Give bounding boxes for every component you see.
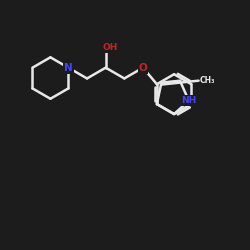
- Text: CH₃: CH₃: [200, 76, 216, 85]
- Text: NH: NH: [181, 96, 196, 105]
- Text: O: O: [138, 63, 147, 73]
- Text: N: N: [64, 63, 73, 73]
- Text: OH: OH: [103, 43, 118, 52]
